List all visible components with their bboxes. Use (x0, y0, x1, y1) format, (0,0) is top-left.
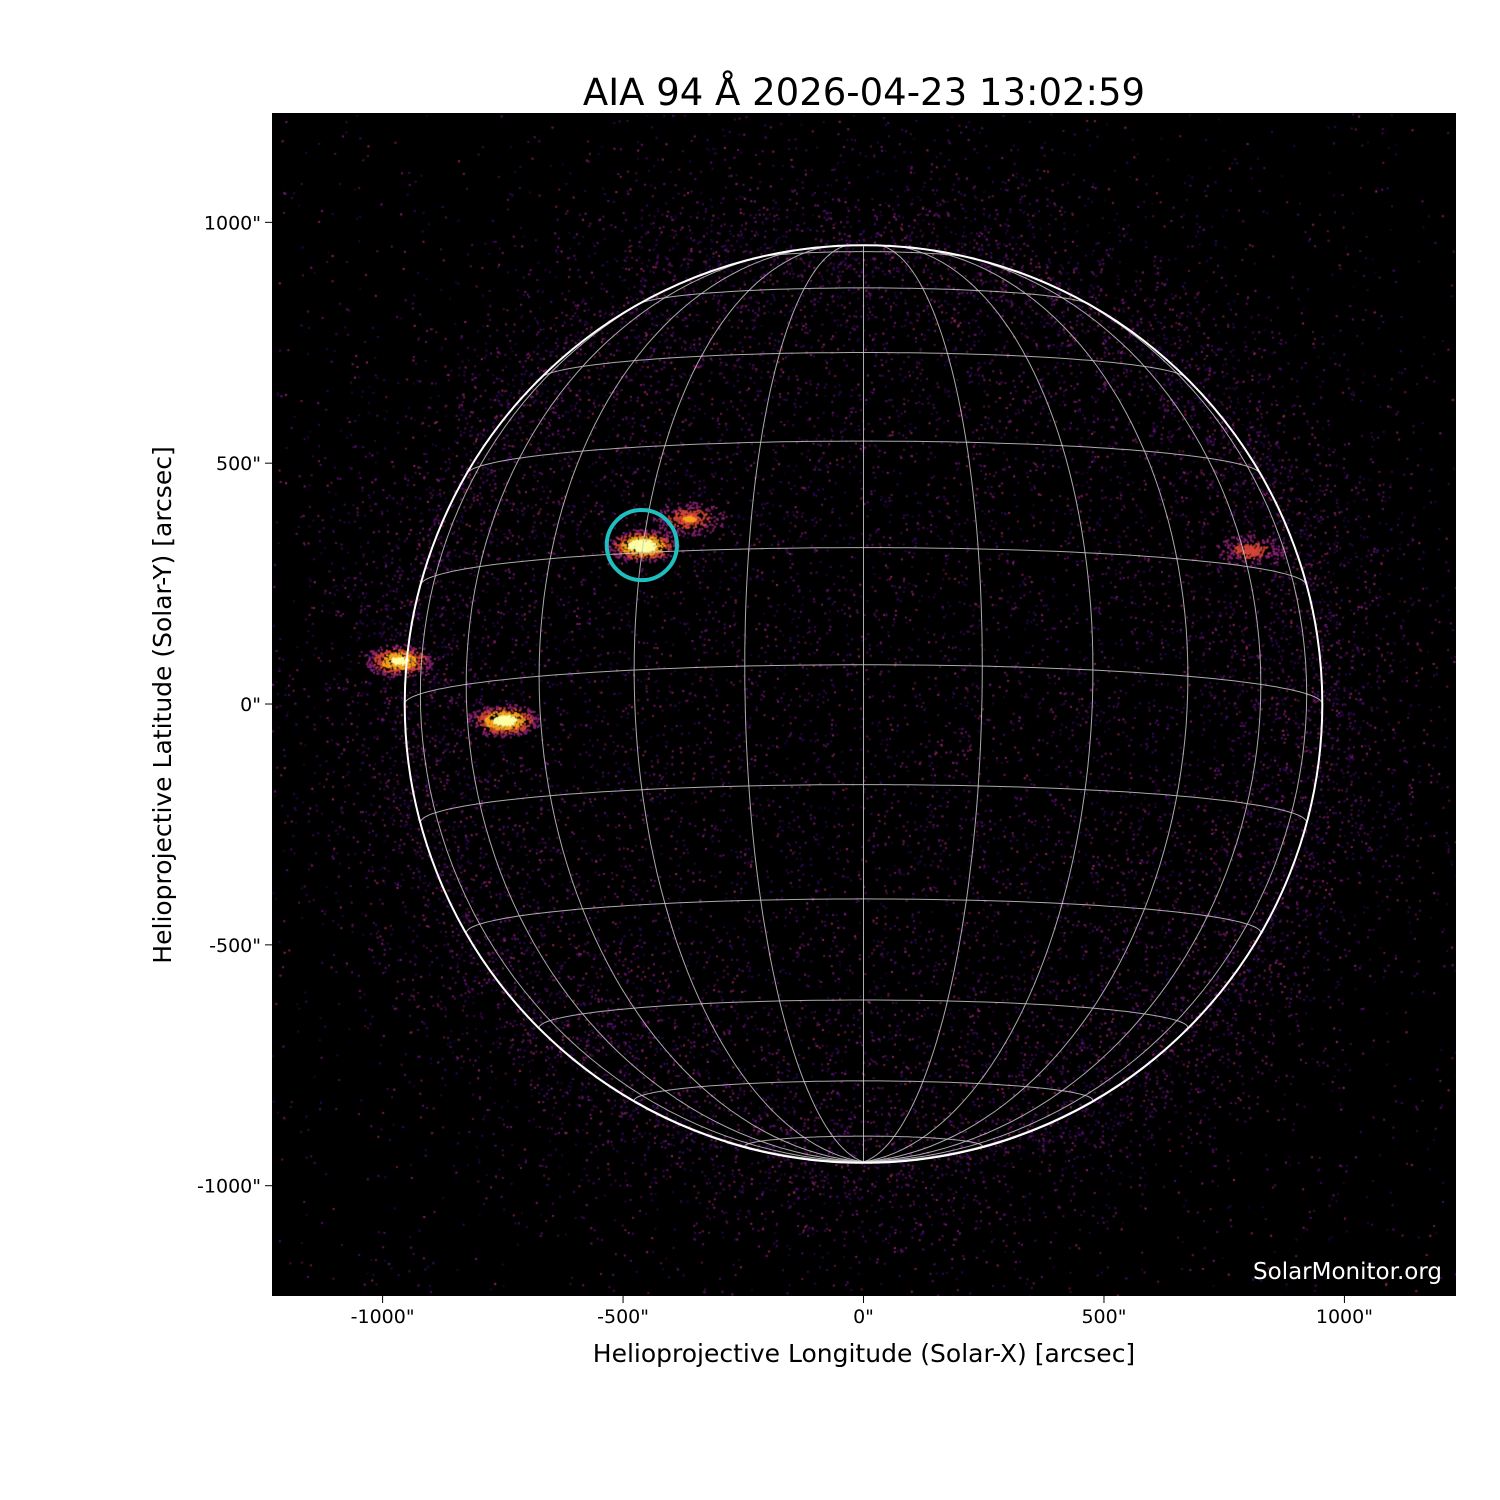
longitude-line (538, 246, 864, 1163)
y-tick-label: -500" (209, 935, 261, 957)
y-tick-label: 0" (240, 694, 261, 716)
longitude-line (744, 244, 864, 1163)
longitude-line (465, 249, 864, 1163)
longitude-line (863, 249, 1262, 1163)
longitude-line (863, 269, 1308, 1163)
y-tick-label: -1000" (197, 1176, 261, 1198)
active-region-marker (604, 507, 679, 583)
watermark: SolarMonitor.org (1253, 1259, 1442, 1285)
x-tick-label: 500" (1081, 1306, 1126, 1328)
coordinate-grid (403, 244, 1324, 1164)
x-tick-label: 1000" (1316, 1306, 1373, 1328)
x-axis-label: Helioprojective Longitude (Solar-X) [arc… (593, 1339, 1135, 1368)
x-tick-label: -1000" (351, 1306, 415, 1328)
longitude-line (863, 244, 983, 1163)
longitude-line (419, 269, 864, 1163)
chart-title: AIA 94 Å 2026-04-23 13:02:59 (583, 70, 1145, 114)
y-axis-label: Helioprojective Latitude (Solar-Y) [arcs… (148, 446, 177, 963)
x-tick-label: -500" (597, 1306, 649, 1328)
axis-ticks: -1000" -500" 0" 500" 1000" 1000" 500" 0" -500" -1… (197, 212, 1373, 1328)
longitude-line (633, 244, 864, 1163)
longitude-line (863, 244, 1094, 1163)
longitude-line (863, 246, 1189, 1163)
solar-limb (403, 244, 1324, 1164)
y-tick-label: 500" (216, 453, 261, 475)
y-tick-label: 1000" (204, 212, 261, 234)
x-tick-label: 0" (853, 1306, 874, 1328)
